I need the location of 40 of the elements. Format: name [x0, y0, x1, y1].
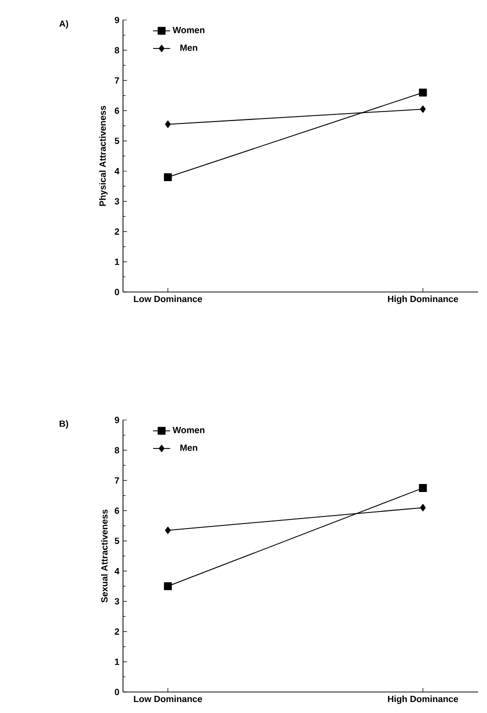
- y-tick-label: 4: [114, 568, 120, 574]
- point: [420, 106, 426, 113]
- y-tick-label: 1: [115, 258, 120, 265]
- y-tick-label: 8: [114, 447, 120, 454]
- y-tick-label: 3: [114, 598, 120, 605]
- y-tick-label: 6: [114, 507, 120, 514]
- y-axis-title: Sexual Attractiveness: [100, 510, 108, 603]
- x-tick-label: High Dominance: [388, 696, 458, 704]
- y-tick-label: 7: [114, 77, 120, 84]
- y-tick-label: 6: [114, 107, 120, 114]
- legend-label: Women: [172, 426, 204, 434]
- y-axis-title: Physical Attractiveness: [99, 106, 108, 206]
- y-tick-label: 0: [114, 688, 120, 696]
- y-tick-label: 9: [114, 416, 120, 424]
- y-tick-label: 3: [114, 198, 120, 205]
- point: [418, 88, 427, 96]
- y-tick-label: 8: [114, 47, 120, 54]
- y-tick-label: 9: [114, 16, 120, 24]
- x-tick-label: Low Dominance: [134, 696, 202, 702]
- point: [164, 582, 172, 590]
- point: [418, 484, 427, 492]
- point: [420, 504, 426, 512]
- point: [164, 173, 172, 182]
- point: [165, 120, 171, 128]
- y-tick-label: 5: [114, 538, 120, 544]
- legend-label: Men: [180, 44, 198, 51]
- x-tick-label: High Dominance: [388, 296, 458, 304]
- chart-title: B): [60, 420, 68, 429]
- x-tick-label: Low Dominance: [134, 296, 202, 302]
- point: [165, 526, 171, 534]
- y-tick-label: 1: [115, 658, 120, 665]
- y-tick-label: 4: [114, 168, 120, 174]
- y-tick-label: 2: [114, 228, 120, 235]
- chart-title: A): [59, 20, 68, 29]
- y-tick-label: 2: [114, 628, 120, 635]
- y-tick-label: 5: [114, 138, 120, 144]
- legend-label: Men: [180, 444, 198, 451]
- legend-label: Women: [172, 26, 204, 34]
- y-tick-label: 7: [114, 477, 120, 484]
- y-tick-label: 0: [114, 288, 120, 296]
